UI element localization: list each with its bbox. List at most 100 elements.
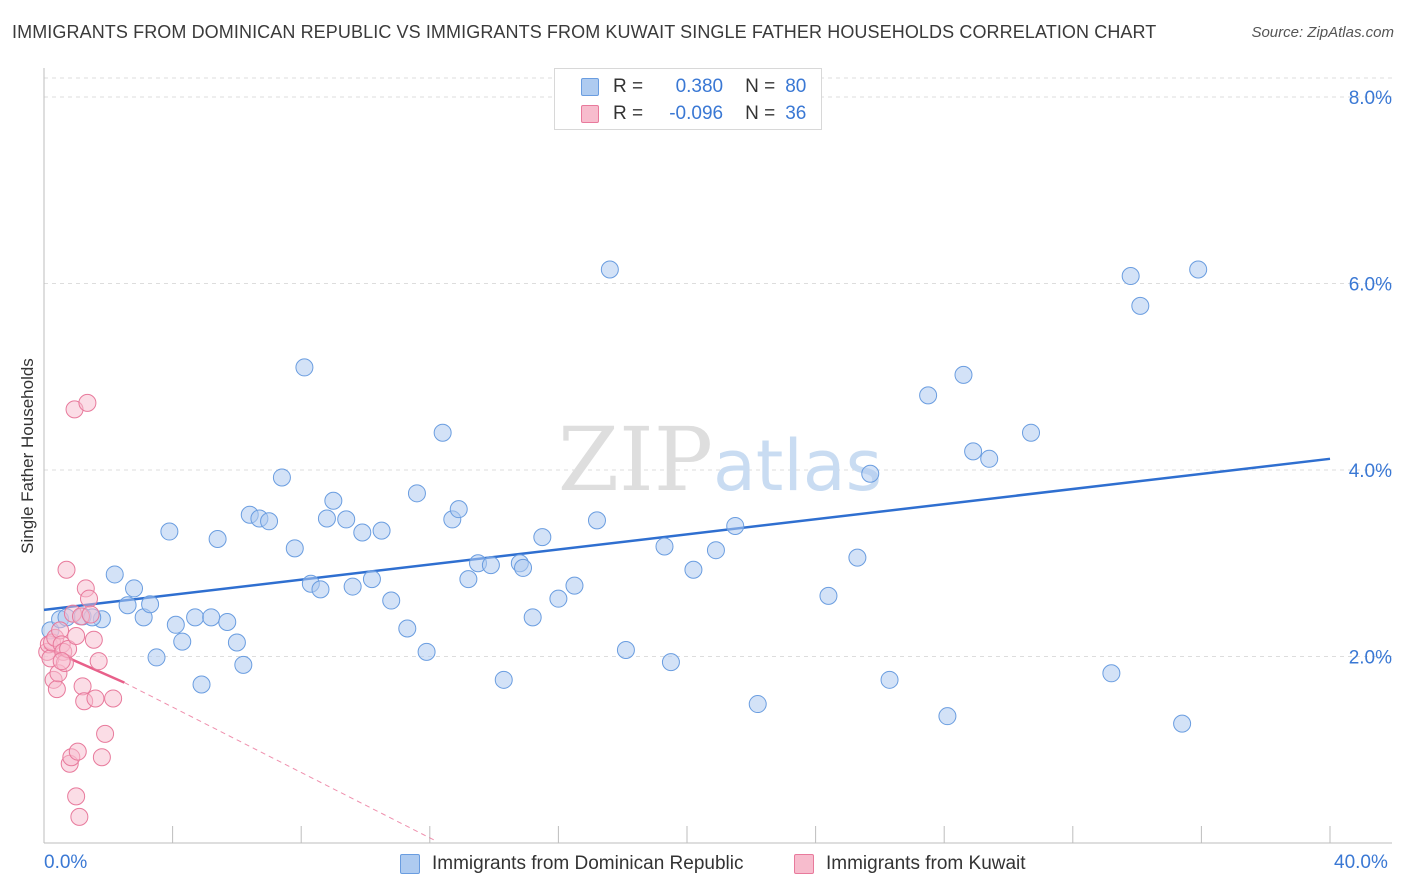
- point-dominican: [353, 523, 372, 542]
- point-dominican: [147, 648, 166, 667]
- point-dominican: [1022, 423, 1041, 442]
- point-dominican: [661, 653, 680, 672]
- point-kuwait: [89, 652, 108, 671]
- trend-line-dominican: [43, 457, 1331, 612]
- point-kuwait: [96, 724, 115, 743]
- y-tick-label: 2.0%: [1349, 648, 1392, 669]
- point-dominican: [616, 640, 635, 659]
- point-dominican: [587, 511, 606, 530]
- watermark: ZIPatlas: [558, 408, 882, 511]
- legend-n-label: N =: [745, 76, 776, 97]
- point-dominican: [227, 633, 246, 652]
- legend-n-value: 80: [785, 76, 807, 97]
- point-dominican: [1121, 267, 1140, 286]
- point-dominican: [449, 500, 468, 519]
- bottom-legend-swatch-pink: [794, 854, 814, 874]
- bottom-legend-dominican: Immigrants from Dominican Republic: [400, 852, 744, 876]
- grid-lines: [44, 77, 1392, 657]
- point-dominican: [285, 539, 304, 558]
- point-dominican: [218, 612, 237, 631]
- point-dominican: [880, 670, 899, 689]
- point-dominican: [726, 516, 745, 535]
- point-kuwait: [86, 689, 105, 708]
- point-kuwait: [68, 742, 87, 761]
- point-kuwait: [67, 626, 86, 645]
- point-kuwait: [57, 560, 76, 579]
- bottom-legend-label: Immigrants from Kuwait: [826, 853, 1026, 874]
- point-dominican: [407, 484, 426, 503]
- legend-swatch-blue: [581, 78, 599, 96]
- legend-row-kuwait: R = -0.096 N = 36: [581, 102, 806, 126]
- axes: [43, 68, 1392, 844]
- point-dominican: [343, 577, 362, 596]
- legend-swatch-pink: [581, 105, 599, 123]
- point-kuwait: [84, 630, 103, 649]
- point-dominican: [362, 570, 381, 589]
- stats-legend: R = 0.380 N = 80 R = -0.096 N = 36: [554, 68, 822, 130]
- point-dominican: [848, 548, 867, 567]
- source-credit: Source: ZipAtlas.com: [1251, 24, 1394, 41]
- point-dominican: [337, 510, 356, 529]
- y-tick-label: 4.0%: [1349, 461, 1392, 482]
- point-dominican: [186, 608, 205, 627]
- point-dominican: [311, 580, 330, 599]
- point-kuwait: [73, 677, 92, 696]
- chart-title: IMMIGRANTS FROM DOMINICAN REPUBLIC VS IM…: [12, 22, 1157, 42]
- point-dominican: [1173, 714, 1192, 733]
- bottom-legend-kuwait: Immigrants from Kuwait: [794, 852, 1026, 876]
- bottom-legend-label: Immigrants from Dominican Republic: [432, 853, 744, 874]
- point-dominican: [706, 541, 725, 560]
- point-kuwait: [47, 680, 66, 699]
- point-dominican: [1102, 664, 1121, 683]
- point-dominican: [919, 386, 938, 405]
- watermark-zip: ZIP: [558, 408, 713, 511]
- point-kuwait: [67, 787, 86, 806]
- point-kuwait: [80, 589, 99, 608]
- point-dominican: [382, 591, 401, 610]
- point-dominican: [260, 512, 279, 531]
- point-dominican: [549, 589, 568, 608]
- point-kuwait: [92, 748, 111, 767]
- point-dominican: [192, 675, 211, 694]
- point-dominican: [1131, 296, 1150, 315]
- legend-row-dominican: R = 0.380 N = 80: [581, 75, 806, 99]
- point-dominican: [954, 365, 973, 384]
- point-dominican: [600, 260, 619, 279]
- point-dominican: [317, 509, 336, 528]
- point-dominican: [1189, 260, 1208, 279]
- trend-line-kuwait-extended: [124, 682, 437, 842]
- legend-r-value: 0.380: [675, 76, 724, 97]
- point-kuwait: [104, 689, 123, 708]
- point-kuwait: [70, 807, 89, 826]
- point-dominican: [964, 442, 983, 461]
- point-dominican: [141, 595, 160, 614]
- point-dominican: [272, 468, 291, 487]
- y-tick-labels: 2.0% 4.0% 6.0% 8.0%: [1349, 88, 1392, 669]
- watermark-atlas: atlas: [713, 425, 882, 507]
- point-dominican: [208, 530, 227, 549]
- point-dominican: [398, 619, 417, 638]
- point-kuwait: [52, 652, 71, 671]
- point-dominican: [118, 596, 137, 615]
- data-points: [38, 260, 1208, 826]
- point-dominican: [523, 608, 542, 627]
- x-tick-label-max: 40.0%: [1334, 852, 1388, 873]
- point-dominican: [433, 423, 452, 442]
- legend-n-label: N =: [745, 103, 776, 124]
- point-dominican: [514, 558, 533, 577]
- point-dominican: [202, 608, 221, 627]
- point-dominican: [684, 560, 703, 579]
- point-dominican: [166, 615, 185, 634]
- point-dominican: [459, 570, 478, 589]
- point-dominican: [861, 464, 880, 483]
- point-kuwait: [81, 605, 100, 624]
- legend-r-value: -0.096: [669, 103, 724, 124]
- point-dominican: [980, 449, 999, 468]
- legend-n-value: 36: [785, 103, 807, 124]
- point-dominican: [417, 642, 436, 661]
- point-kuwait: [78, 393, 97, 412]
- point-dominican: [819, 586, 838, 605]
- point-dominican: [748, 695, 767, 714]
- point-dominican: [324, 491, 343, 510]
- x-tick-label-min: 0.0%: [44, 852, 88, 873]
